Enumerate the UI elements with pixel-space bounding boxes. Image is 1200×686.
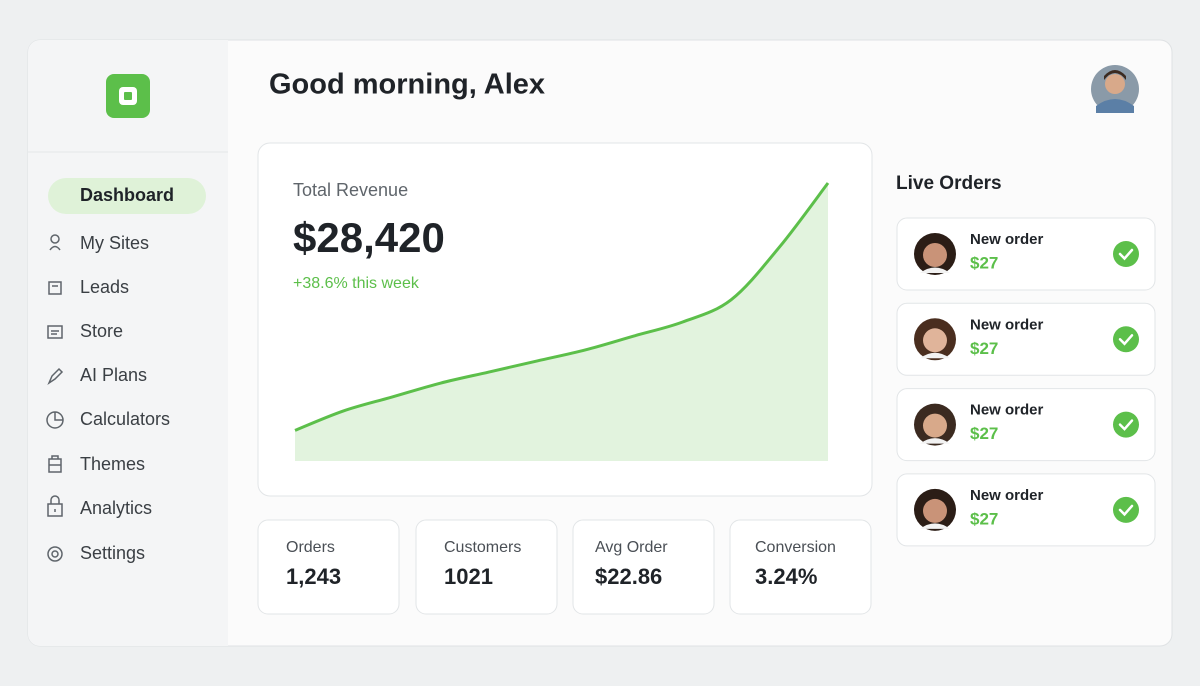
order-card[interactable]: New order $27 (896, 473, 1156, 547)
nav-item[interactable]: Settings (47, 543, 145, 563)
stat-card (257, 519, 400, 615)
nav-icon (47, 546, 63, 562)
order-amount: $27 (970, 339, 998, 358)
nav-icon (46, 411, 64, 429)
logo-mark-inner (124, 92, 132, 100)
nav-icon (47, 325, 63, 339)
order-card[interactable]: New order $27 (896, 302, 1156, 376)
nav-label: Store (80, 321, 123, 341)
stat-card (572, 519, 715, 615)
stat-label: Avg Order (595, 539, 668, 556)
order-label: New order (970, 231, 1044, 248)
stat-value: 3.24% (755, 564, 817, 589)
order-check-mark (1118, 504, 1134, 517)
area-fill (295, 183, 828, 461)
nav-label: Dashboard (80, 185, 174, 205)
order-card[interactable]: New order $27 (896, 388, 1156, 462)
order-card-bg (896, 302, 1156, 376)
nav-label: Themes (80, 454, 145, 474)
nav-label: Settings (80, 543, 145, 563)
stat-card (729, 519, 872, 615)
stat-value: $22.86 (595, 564, 662, 589)
order-check (1113, 326, 1139, 353)
order-label: New order (970, 402, 1044, 419)
live-orders-title: Live Orders (896, 173, 1002, 194)
nav-icon (49, 234, 61, 251)
order-avatar-body (920, 523, 950, 529)
stat-value: 1,243 (286, 564, 341, 589)
nav-label: Leads (80, 277, 129, 297)
user-avatar[interactable] (1091, 65, 1139, 113)
greeting: Good morning, Alex (269, 69, 545, 101)
order-amount: $27 (970, 253, 998, 272)
nav-item[interactable]: AI Plans (47, 365, 147, 386)
nav-item[interactable]: Leads (48, 277, 129, 297)
order-avatar-face (923, 413, 947, 438)
nav-label: Calculators (80, 409, 170, 429)
order-card-bg (896, 217, 1156, 291)
order-avatar-body (920, 438, 950, 444)
order-avatar-face (923, 243, 947, 267)
nav-label: AI Plans (80, 365, 147, 385)
nav-icon (47, 495, 63, 517)
order-card-bg (896, 388, 1156, 462)
order-avatar-face (923, 498, 947, 523)
order-avatar-body (920, 352, 950, 359)
order-check-mark (1118, 419, 1134, 431)
nav-icon (47, 367, 64, 386)
order-check (1113, 241, 1139, 267)
nav-item[interactable]: Calculators (46, 409, 170, 429)
order-check-mark (1118, 248, 1134, 261)
nav-label: My Sites (80, 233, 149, 253)
nav-active-pill (48, 178, 206, 214)
nav-item[interactable]: My Sites (49, 233, 149, 253)
nav-item[interactable]: Dashboard (48, 178, 206, 214)
nav-item[interactable]: Themes (48, 454, 145, 474)
trend-line (294, 182, 830, 432)
order-amount: $27 (970, 424, 998, 443)
nav-icon (48, 281, 62, 295)
revenue-card (257, 142, 873, 497)
order-avatar-body (920, 267, 950, 273)
stat-label: Conversion (755, 539, 836, 556)
nav-icon (48, 455, 62, 473)
order-amount: $27 (970, 509, 998, 528)
order-card-bg (896, 473, 1156, 547)
nav-item[interactable]: Analytics (47, 495, 152, 518)
nav-label: Analytics (80, 498, 152, 518)
order-label: New order (970, 316, 1044, 333)
order-label: New order (970, 487, 1044, 504)
nav-item[interactable]: Store (47, 321, 123, 341)
stat-label: Customers (444, 539, 521, 556)
revenue-value: $28,420 (293, 214, 445, 261)
order-avatar-face (923, 328, 947, 353)
order-check-mark (1118, 334, 1134, 346)
order-card[interactable]: New order $27 (896, 217, 1156, 291)
order-check (1113, 496, 1139, 523)
stat-card (415, 519, 558, 615)
stat-label: Orders (286, 539, 335, 556)
order-check (1113, 411, 1139, 438)
revenue-label: Total Revenue (293, 180, 408, 200)
stat-value: 1021 (444, 564, 493, 589)
revenue-change: +38.6% this week (293, 275, 420, 292)
